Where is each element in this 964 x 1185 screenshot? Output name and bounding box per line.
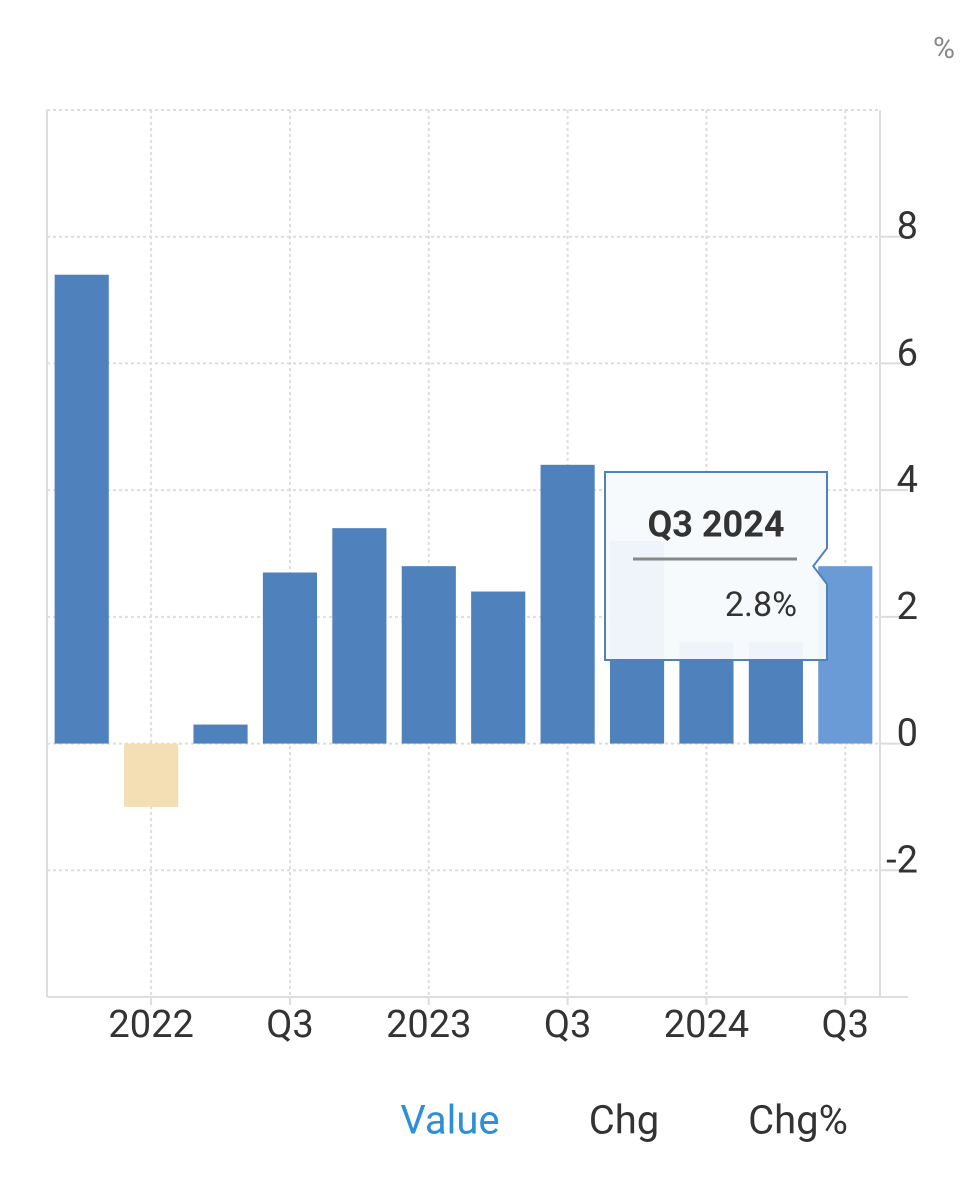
bar (471, 591, 526, 744)
y-tick-label: 4 (897, 458, 918, 502)
x-tick-label: Q3 (544, 1003, 592, 1047)
tooltip-box (604, 471, 828, 661)
tooltip-value: 2.8% (725, 585, 797, 625)
x-tick-label: Q3 (266, 1003, 314, 1047)
x-tick-label: 2022 (108, 1003, 193, 1047)
tab[interactable]: Chg% (748, 1097, 848, 1144)
x-tick-label: 2023 (386, 1003, 471, 1047)
bar (540, 464, 595, 744)
bar (54, 274, 109, 744)
y-tick-label: 2 (897, 585, 918, 629)
bar (401, 566, 456, 744)
y-tick-label: 8 (897, 205, 918, 249)
tab[interactable]: Value (400, 1097, 499, 1144)
bar (193, 724, 248, 744)
x-tick-label: 2024 (664, 1003, 749, 1047)
bar (332, 528, 387, 744)
x-tick-label: Q3 (822, 1003, 870, 1047)
y-tick-label: -2 (886, 838, 918, 882)
y-tick-label: 0 (897, 712, 918, 756)
tooltip-title: Q3 2024 (647, 504, 784, 546)
unit-label: % (933, 31, 955, 66)
y-tick-label: 6 (897, 331, 918, 375)
bar (262, 572, 318, 744)
tab[interactable]: Chg (589, 1097, 660, 1144)
bar (124, 743, 179, 807)
